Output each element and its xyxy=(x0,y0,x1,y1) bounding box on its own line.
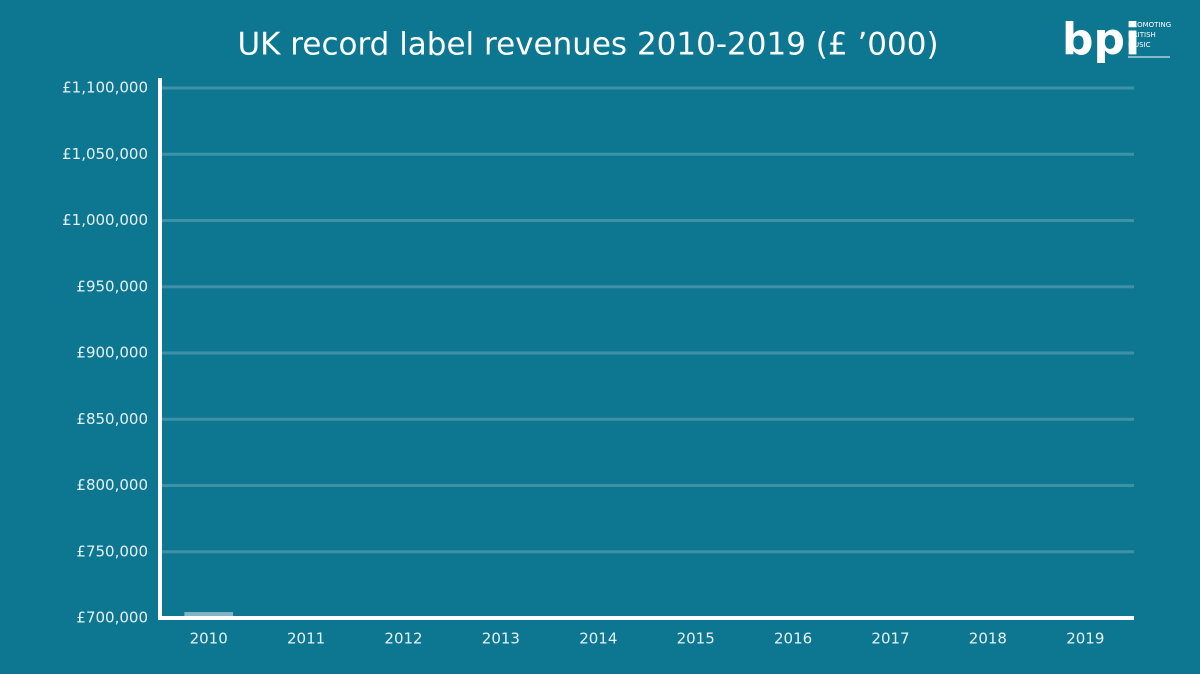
y-tick-label: £900,000 xyxy=(76,344,148,362)
y-tick-label: £1,000,000 xyxy=(62,211,148,229)
x-tick-label: 2018 xyxy=(969,630,1007,648)
logo-name: bpi xyxy=(1062,14,1140,65)
y-tick-label: £700,000 xyxy=(76,609,148,627)
logo: bpi PROMOTING BRITISH MUSIC xyxy=(1062,14,1171,65)
x-tick-label: 2016 xyxy=(774,630,812,648)
x-tick-label: 2017 xyxy=(871,630,909,648)
logo-tagline: BRITISH xyxy=(1128,31,1156,39)
x-tick-label: 2013 xyxy=(482,630,520,648)
bar xyxy=(184,612,234,618)
logo-tagline: MUSIC xyxy=(1128,41,1151,49)
y-tick-label: £1,050,000 xyxy=(62,145,148,163)
x-tick-label: 2011 xyxy=(287,630,325,648)
chart-title: UK record label revenues 2010-2019 (£ ’0… xyxy=(237,27,938,63)
y-tick-label: £750,000 xyxy=(76,542,148,560)
x-tick-label: 2014 xyxy=(579,630,617,648)
y-tick-label: £1,100,000 xyxy=(62,79,148,97)
x-tick-label: 2010 xyxy=(190,630,228,648)
logo-tagline: PROMOTING xyxy=(1128,21,1171,29)
x-tick-label: 2012 xyxy=(384,630,422,648)
x-tick-label: 2015 xyxy=(677,630,715,648)
y-tick-label: £950,000 xyxy=(76,277,148,295)
x-tick-label: 2019 xyxy=(1066,630,1104,648)
y-tick-label: £800,000 xyxy=(76,476,148,494)
y-tick-label: £850,000 xyxy=(76,410,148,428)
